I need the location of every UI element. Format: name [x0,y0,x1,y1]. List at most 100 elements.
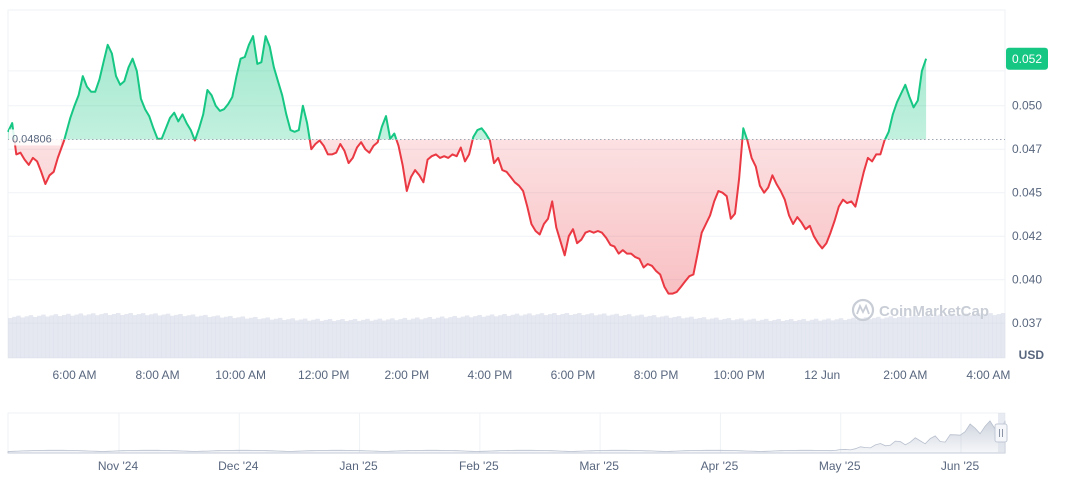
navigator[interactable]: Nov '24 Dec '24 Jan '25 Feb '25 Mar '25 Apr '… [7,412,1008,473]
volume-bar [74,314,79,358]
price-area [8,36,927,294]
volume-bar [626,314,632,358]
volume-bar [867,319,873,358]
volume-bar [543,315,549,358]
volume-bar [631,316,636,358]
volume-bar [822,319,827,358]
volume-bar [722,318,727,358]
volume-bar [66,313,71,358]
volume-bar [215,315,221,358]
volume-bar [984,314,989,358]
volume-bar [311,319,316,358]
volume-bar [602,313,607,358]
volume-bar [435,317,441,358]
volume-bar [680,318,686,358]
volume-bar [643,316,649,358]
y-axis-ticks: 0.050 0.047 0.045 0.042 0.040 0.037 [1012,99,1042,331]
volume-bar [581,315,586,358]
volume-bar [319,320,325,358]
volume-bar [896,316,902,358]
volume-bar [784,319,790,358]
volume-bar [697,318,703,358]
volume-bar [99,314,104,358]
volume-bar [302,318,308,358]
volume-bar [971,314,977,358]
volume-bar [70,315,75,358]
x-tick-label: 10:00 PM [713,368,764,382]
volume-bar [921,315,927,358]
volume-bar [236,317,241,358]
volume-bar [701,317,707,358]
navigator-tick-label: Dec '24 [218,459,259,473]
currency-label: USD [1019,348,1045,362]
volume-bar [676,316,682,358]
volume-bar [934,315,939,358]
volume-bar [444,318,449,358]
watermark-text: CoinMarketCap [879,303,989,320]
price-line-below-baseline [13,139,887,295]
volume-bar [28,315,34,358]
navigator-month-ticks: Nov '24 Dec '24 Jan '25 Feb '25 Mar '25 Apr '… [98,459,980,473]
y-tick-label: 0.050 [1012,99,1042,113]
navigator-frame [7,412,1006,454]
volume-bar [340,318,345,358]
volume-bar [809,319,815,358]
volume-bar [348,319,354,358]
coinmarketcap-logo-icon [851,298,875,322]
volume-bar [278,317,283,358]
volume-bar [693,318,698,358]
volume-bar [739,318,744,358]
x-tick-label: 8:00 AM [136,368,180,382]
volume-bar [460,316,466,358]
volume-bar [53,314,59,358]
volume-bar [959,314,964,358]
volume-bar [365,318,370,358]
volume-bar [423,318,428,358]
volume-bar [826,318,831,358]
volume-bar [992,315,997,358]
volume-bar [62,314,67,358]
navigator-handle[interactable] [994,423,1008,443]
navigator-handle-grip[interactable] [994,423,1008,443]
volume-bar [45,316,50,358]
volume-bar [901,315,906,358]
volume-bar [323,319,329,358]
volume-bar [211,316,217,358]
x-tick-label: 4:00 AM [966,368,1010,382]
volume-bar [199,315,204,358]
volume-bar [298,319,304,358]
volume-bar [818,320,823,358]
volume-bar [332,320,337,358]
volume-bar [440,316,445,358]
volume-bar [377,318,383,358]
x-tick-label: 12 Jun [804,368,840,382]
volume-bar [842,320,848,358]
baseline-tag: 0.04806 [9,129,61,146]
volume-bar [938,314,943,358]
volume-bar [86,314,92,358]
volume-bar [194,316,200,358]
navigator-tick-label: Mar '25 [579,459,619,473]
volume-bar [140,313,146,358]
volume-bar [182,316,187,358]
volume-bar [863,317,869,358]
volume-bar [946,315,952,358]
volume-bar [975,313,981,358]
volume-bar [610,314,615,358]
y-tick-label: 0.042 [1012,229,1042,243]
volume-bar [568,315,574,358]
volume-bar [689,316,694,358]
volume-bar [531,315,536,358]
x-tick-label: 2:00 PM [384,368,429,382]
volume-bar [448,317,453,358]
x-tick-label: 4:00 PM [468,368,513,382]
volume-bar [872,317,877,358]
volume-bar [307,320,312,358]
volume-bar [726,318,732,358]
volume-bar [909,316,914,358]
volume-bar [82,315,88,358]
volume-bar [327,318,333,358]
volume-bar [157,315,163,358]
